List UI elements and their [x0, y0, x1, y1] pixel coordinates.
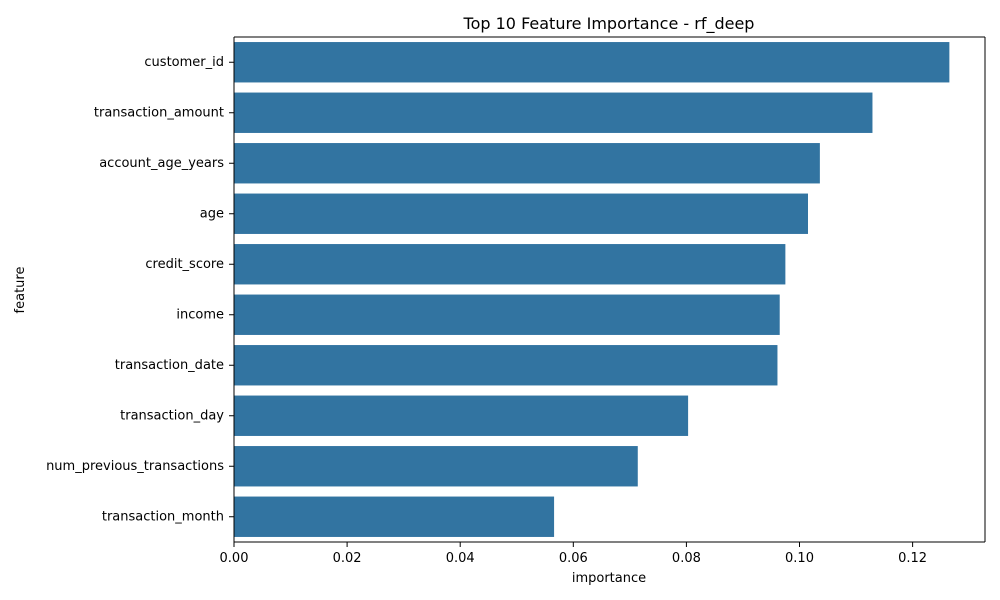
x-axis-ticks: 0.00 0.02 0.04 0.06 0.08 0.10 0.12 — [220, 542, 927, 566]
y-tick-label: account_age_years — [99, 156, 224, 171]
y-tick-label: transaction_amount — [94, 105, 224, 120]
x-tick-label: 0.00 — [220, 551, 249, 566]
bar-transaction-day — [234, 395, 689, 436]
x-tick-label: 0.04 — [446, 551, 475, 566]
y-tick-label: transaction_month — [102, 509, 224, 524]
y-axis-title: feature — [13, 267, 28, 314]
x-axis-title: importance — [572, 571, 646, 586]
y-axis-ticks: customer_id transaction_amount account_age… — [46, 55, 234, 524]
y-tick-label: num_previous_transactions — [46, 459, 224, 474]
bar-age — [234, 193, 808, 234]
bar-credit-score — [234, 244, 786, 285]
bar-account-age-years — [234, 143, 820, 184]
bars-group — [234, 42, 950, 537]
x-tick-label: 0.12 — [898, 551, 927, 566]
y-tick-label: customer_id — [144, 55, 224, 70]
x-tick-label: 0.10 — [785, 551, 814, 566]
x-tick-label: 0.02 — [333, 551, 362, 566]
bar-customer-id — [234, 42, 950, 83]
bar-income — [234, 294, 780, 335]
bar-transaction-month — [234, 496, 555, 537]
x-tick-label: 0.08 — [672, 551, 701, 566]
bar-transaction-amount — [234, 92, 873, 133]
y-tick-label: income — [176, 307, 224, 322]
y-tick-label: credit_score — [145, 257, 224, 272]
y-tick-label: age — [200, 206, 224, 221]
y-tick-label: transaction_day — [120, 408, 224, 423]
bar-num-previous-transactions — [234, 446, 638, 487]
x-tick-label: 0.06 — [559, 551, 588, 566]
y-tick-label: transaction_date — [115, 358, 224, 373]
bar-transaction-date — [234, 345, 778, 386]
chart-title: Top 10 Feature Importance - rf_deep — [463, 14, 755, 34]
